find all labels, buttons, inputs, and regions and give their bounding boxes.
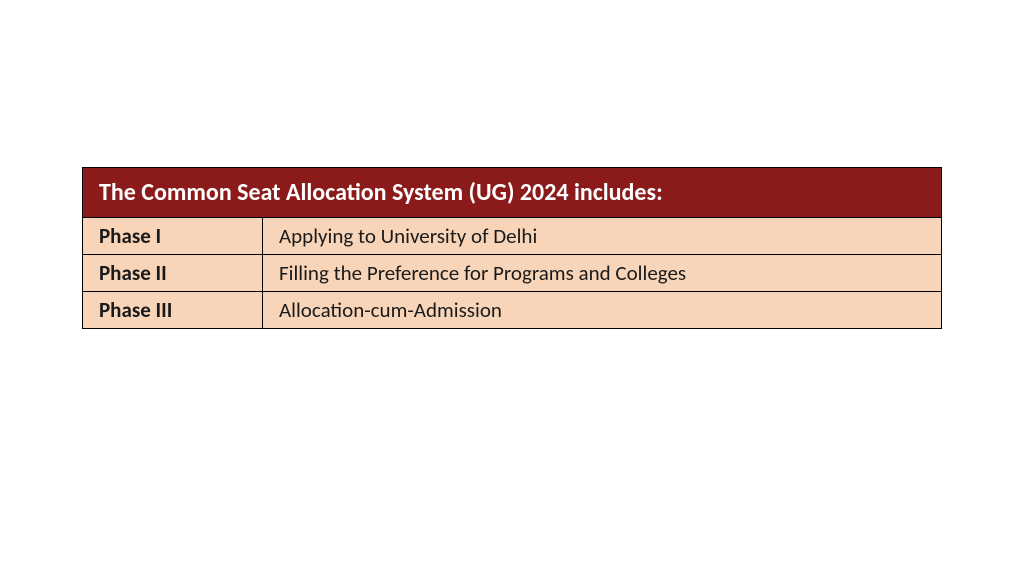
table-title: The Common Seat Allocation System (UG) 2… <box>99 178 663 207</box>
table-row: Phase I Applying to University of Delhi <box>83 218 941 255</box>
table-row: Phase III Allocation-cum-Admission <box>83 292 941 328</box>
allocation-table: The Common Seat Allocation System (UG) 2… <box>82 167 942 329</box>
phase-description: Allocation-cum-Admission <box>263 292 941 328</box>
phase-label: Phase II <box>83 255 263 291</box>
table-header: The Common Seat Allocation System (UG) 2… <box>83 168 941 218</box>
phase-description: Applying to University of Delhi <box>263 218 941 254</box>
phase-label: Phase III <box>83 292 263 328</box>
phase-description: Filling the Preference for Programs and … <box>263 255 941 291</box>
phase-label: Phase I <box>83 218 263 254</box>
table-row: Phase II Filling the Preference for Prog… <box>83 255 941 292</box>
